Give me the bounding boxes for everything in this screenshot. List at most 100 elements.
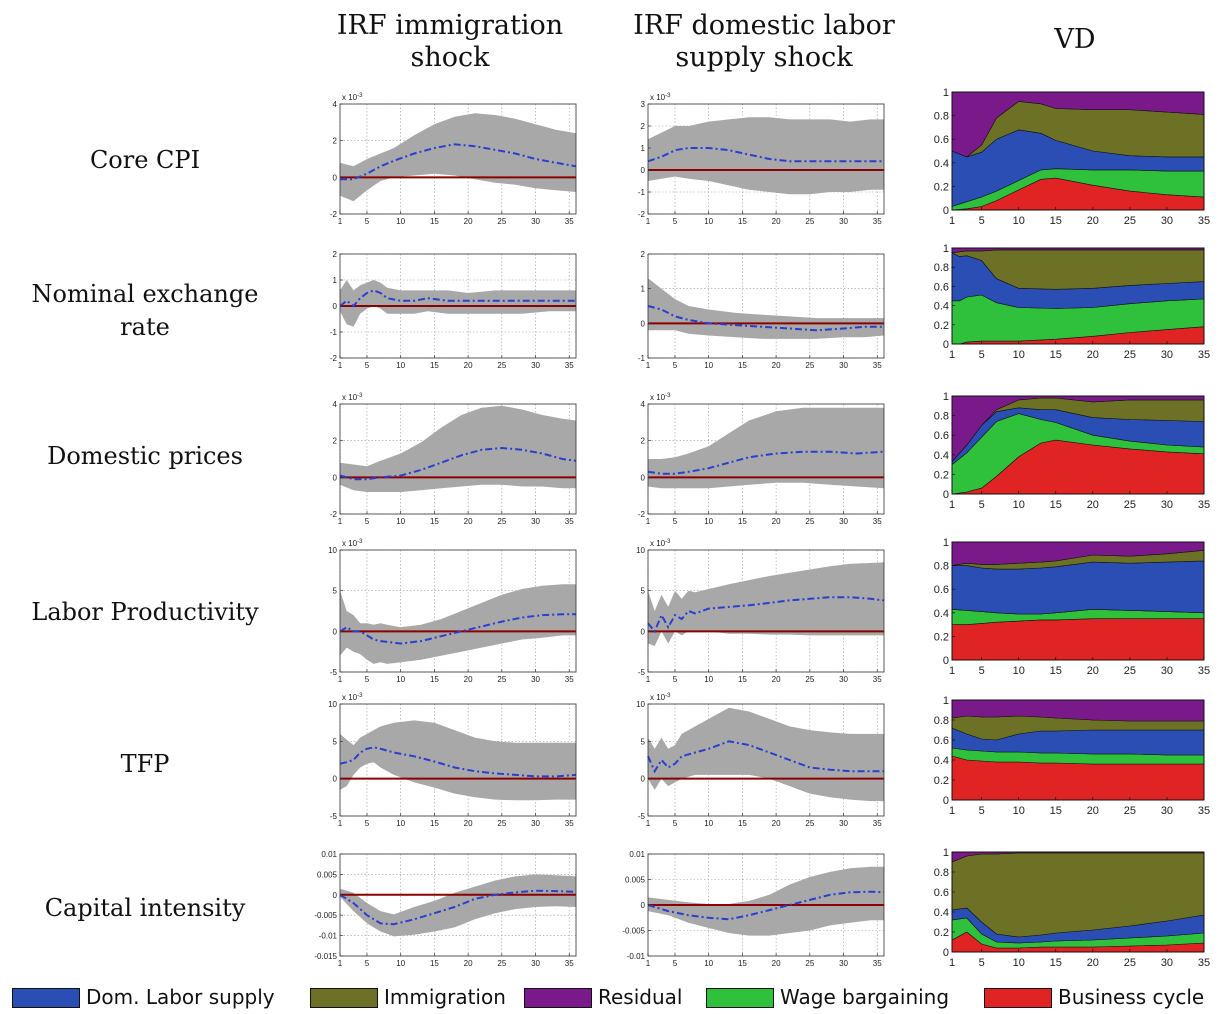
panel-domestic-prices-irf-immigration-ytick-label: 4	[333, 400, 338, 409]
panel-labor-productivity-vd-xtick-label: 15	[1050, 665, 1062, 677]
panel-labor-productivity-irf-domestic-xtick-label: 5	[673, 675, 678, 684]
panel-capital-intensity-irf-domestic-xtick-label: 30	[839, 959, 848, 968]
panel-tfp-irf-domestic-exponent-label: x 10-3	[650, 693, 671, 702]
panel-core-cpi-vd-xtick-label: 15	[1050, 215, 1062, 227]
panel-exchange-rate-irf-domestic-xtick-label: 35	[873, 361, 882, 370]
panel-core-cpi-irf-domestic-xtick-label: 1	[646, 217, 651, 226]
header-irf-immigration-line1: IRF immigration	[336, 10, 564, 41]
panel-core-cpi-vd-ytick-label: 0.2	[934, 181, 949, 193]
panel-labor-productivity-irf-domestic-xtick-label: 30	[839, 675, 848, 684]
panel-core-cpi-irf-domestic-xtick-label: 15	[738, 217, 747, 226]
panel-capital-intensity-vd-ytick-label: 0.8	[934, 867, 949, 879]
panel-capital-intensity-irf-domestic-xtick-label: 35	[873, 959, 882, 968]
legend-swatch-residual	[524, 988, 592, 1008]
panel-capital-intensity-irf-immigration-ytick-label: 0.01	[321, 850, 337, 859]
panel-exchange-rate-irf-immigration-xtick-label: 5	[365, 361, 370, 370]
panel-domestic-prices-irf-immigration-ytick-label: -2	[330, 510, 338, 519]
panel-core-cpi-irf-domestic-ytick-label: 1	[641, 144, 646, 153]
panel-labor-productivity-vd-xtick-label: 20	[1087, 665, 1099, 677]
panel-labor-productivity-irf-domestic-ytick-label: -5	[638, 668, 646, 677]
panel-exchange-rate-irf-domestic-xtick-label: 10	[704, 361, 713, 370]
panel-labor-productivity-vd-xtick-label: 25	[1124, 665, 1136, 677]
panel-exchange-rate-irf-immigration-ytick-label: 1	[333, 276, 338, 285]
panel-capital-intensity-irf-immigration-xtick-label: 5	[365, 959, 370, 968]
row-label-nominal-exchange-rate-line2: rate	[120, 313, 170, 341]
panel-core-cpi-irf-domestic-xtick-label: 35	[873, 217, 882, 226]
panel-capital-intensity-vd-xtick-label: 15	[1050, 957, 1062, 969]
panel-exchange-rate-vd-xtick-label: 1	[949, 349, 955, 361]
panel-labor-productivity-irf-immigration-xtick-label: 1	[338, 675, 343, 684]
panel-exchange-rate-vd-xtick-label: 10	[1013, 349, 1025, 361]
panel-domestic-prices-vd-xtick-label: 10	[1013, 499, 1025, 511]
panel-labor-productivity-irf-domestic-xtick-label: 1	[646, 675, 651, 684]
panel-labor-productivity-irf-domestic-frame	[647, 549, 885, 673]
legend-label-business-cycle: Business cycle	[1058, 985, 1205, 1009]
panel-domestic-prices-irf-domestic-xtick-label: 25	[805, 517, 814, 526]
panel-capital-intensity-vd-xtick-label: 35	[1198, 957, 1210, 969]
panel-capital-intensity-irf-immigration-xtick-label: 20	[464, 959, 473, 968]
panel-domestic-prices-vd-xtick-label: 20	[1087, 499, 1099, 511]
panel-core-cpi-irf-immigration-xtick-label: 20	[464, 217, 473, 226]
panel-capital-intensity-irf-domestic-xtick-label: 5	[673, 959, 678, 968]
panel-exchange-rate-irf-domestic-xtick-label: 15	[738, 361, 747, 370]
panel-exchange-rate-irf-domestic-ytick-label: 0	[641, 319, 646, 328]
panel-labor-productivity-irf-immigration-exponent-label: x 10-3	[342, 539, 363, 548]
panel-tfp-irf-domestic-xtick-label: 30	[839, 819, 848, 828]
row-label-domestic-prices-line1: Domestic prices	[47, 442, 243, 470]
legend-swatch-immigration	[310, 988, 378, 1008]
panel-tfp-irf-immigration-confidence-band	[340, 720, 576, 801]
panel-core-cpi-irf-domestic-xtick-label: 30	[839, 217, 848, 226]
panel-tfp-irf-domestic-xtick-label: 10	[704, 819, 713, 828]
panel-exchange-rate-irf-immigration-xtick-label: 1	[338, 361, 343, 370]
panel-capital-intensity-irf-immigration: 1 5 10 15 20 25 30 35-0.015-0.01-0.00500.0050.0…	[314, 850, 577, 968]
panel-core-cpi-vd-frame	[951, 91, 1205, 211]
panel-core-cpi-irf-immigration-ytick-label: 0	[333, 173, 338, 182]
panel-tfp-vd-ytick-label: 1	[943, 695, 949, 707]
panel-exchange-rate-vd-xtick-label: 20	[1087, 349, 1099, 361]
panel-core-cpi-irf-domestic-median-line	[647, 147, 884, 163]
header-irf-domestic-line1: IRF domestic labor	[633, 10, 895, 41]
legend-label-dom-labor-supply: Dom. Labor supply	[86, 985, 275, 1009]
panel-tfp-irf-domestic-median-line	[647, 740, 884, 774]
panel-core-cpi-irf-domestic-ytick-label: 0	[641, 166, 646, 175]
header-irf-immigration: IRF immigration shock	[322, 10, 578, 74]
panel-exchange-rate-irf-domestic-ytick-label: -1	[638, 354, 646, 363]
panel-labor-productivity-irf-immigration-frame	[339, 549, 577, 673]
panel-core-cpi-irf-domestic-confidence-band	[648, 117, 884, 195]
legend-label-residual: Residual	[598, 985, 683, 1009]
panel-exchange-rate-irf-immigration-xtick-label: 15	[430, 361, 439, 370]
panel-domestic-prices-vd-ytick-label: 0.2	[934, 469, 949, 481]
panel-core-cpi-irf-immigration-frame	[339, 103, 577, 215]
panel-capital-intensity-vd-xtick-label: 5	[979, 957, 985, 969]
panel-capital-intensity-irf-domestic-ytick-label: -0.005	[622, 927, 645, 936]
panel-tfp-irf-domestic-ytick-label: -5	[638, 812, 646, 821]
panel-capital-intensity-irf-immigration-xtick-label: 35	[565, 959, 574, 968]
panel-core-cpi-irf-domestic-exponent-power: -3	[665, 93, 671, 99]
panel-exchange-rate-vd-xtick-label: 5	[979, 349, 985, 361]
row-label-labor-productivity-line1: Labor Productivity	[31, 598, 259, 626]
panel-tfp-irf-immigration-xtick-label: 1	[338, 819, 343, 828]
panel-domestic-prices-irf-domestic-ytick-label: -2	[638, 510, 646, 519]
panel-exchange-rate-irf-domestic-ytick-label: 1	[641, 285, 646, 294]
panel-core-cpi-irf-immigration-xtick-label: 30	[531, 217, 540, 226]
panel-tfp-vd-xtick-label: 15	[1050, 805, 1062, 817]
panel-domestic-prices-irf-immigration-xtick-label: 25	[497, 517, 506, 526]
panel-domestic-prices-irf-domestic-ytick-label: 4	[641, 400, 646, 409]
legend-swatch-wage-bargaining	[706, 988, 774, 1008]
panel-core-cpi-vd-xtick-label: 20	[1087, 215, 1099, 227]
panel-capital-intensity-vd-ytick-label: 0.6	[934, 887, 949, 899]
panel-tfp-irf-domestic-xtick-label: 25	[805, 819, 814, 828]
panel-capital-intensity-vd-xtick-label: 30	[1161, 957, 1173, 969]
panel-exchange-rate-irf-domestic-xtick-label: 1	[646, 361, 651, 370]
panel-core-cpi-irf-domestic-ytick-label: -2	[638, 210, 646, 219]
panel-domestic-prices-vd-ytick-label: 0.6	[934, 430, 949, 442]
header-vd-text: VD	[1054, 24, 1096, 55]
panel-exchange-rate-irf-domestic-median-line	[647, 305, 884, 332]
panel-capital-intensity-vd-frame	[951, 851, 1205, 953]
panel-domestic-prices-irf-domestic-xtick-label: 30	[839, 517, 848, 526]
panel-tfp-irf-immigration-exponent-label: x 10-3	[342, 693, 363, 702]
